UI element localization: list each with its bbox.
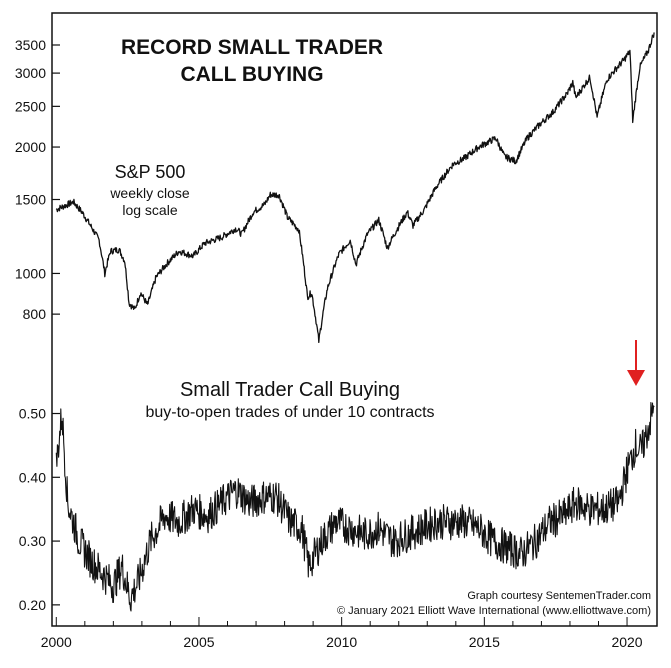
- credit-line-2: © January 2021 Elliott Wave Internationa…: [337, 605, 651, 617]
- x-tick-label: 2010: [326, 634, 357, 650]
- x-tick-label: 2000: [41, 634, 72, 650]
- call-buying-y-tick-label: 0.30: [19, 533, 46, 549]
- x-tick-label: 2015: [469, 634, 500, 650]
- call-buying-y-tick-label: 0.50: [19, 406, 46, 422]
- call-buying-y-tick-label: 0.40: [19, 469, 46, 485]
- call-buying-y-axis: 0.20 0.30 0.40 0.50: [19, 406, 60, 613]
- sp500-y-tick-label: 2500: [15, 98, 46, 114]
- x-axis: 2000 2005 2010 2015 2020: [41, 617, 643, 650]
- x-tick-label: 2005: [183, 634, 214, 650]
- sp500-y-tick-label: 800: [23, 306, 47, 322]
- credit-line-1: Graph courtesy SentemenTrader.com: [467, 590, 651, 602]
- chart-title-line-1: RECORD SMALL TRADER: [121, 36, 383, 59]
- sp500-y-tick-label: 1500: [15, 192, 46, 208]
- sp500-y-axis: 800 1000 1500 2000 2500 3000 3500: [15, 37, 60, 322]
- call-buying-subtitle: buy-to-open trades of under 10 contracts: [145, 404, 434, 421]
- x-tick-label: 2020: [611, 634, 642, 650]
- chart-title-line-2: CALL BUYING: [180, 63, 323, 86]
- call-buying-series-line: [56, 403, 654, 612]
- sp500-y-tick-label: 3000: [15, 65, 46, 81]
- call-buying-y-tick-label: 0.20: [19, 597, 46, 613]
- sp500-label: S&P 500: [115, 162, 186, 182]
- sp500-y-tick-label: 1000: [15, 265, 46, 281]
- sp500-y-tick-label: 3500: [15, 37, 46, 53]
- sp500-sublabel-log: log scale: [122, 202, 177, 218]
- call-buying-title: Small Trader Call Buying: [180, 379, 400, 401]
- sp500-sublabel-weekly: weekly close: [109, 185, 190, 201]
- sp500-y-tick-label: 2000: [15, 139, 46, 155]
- red-arrow: [627, 340, 645, 386]
